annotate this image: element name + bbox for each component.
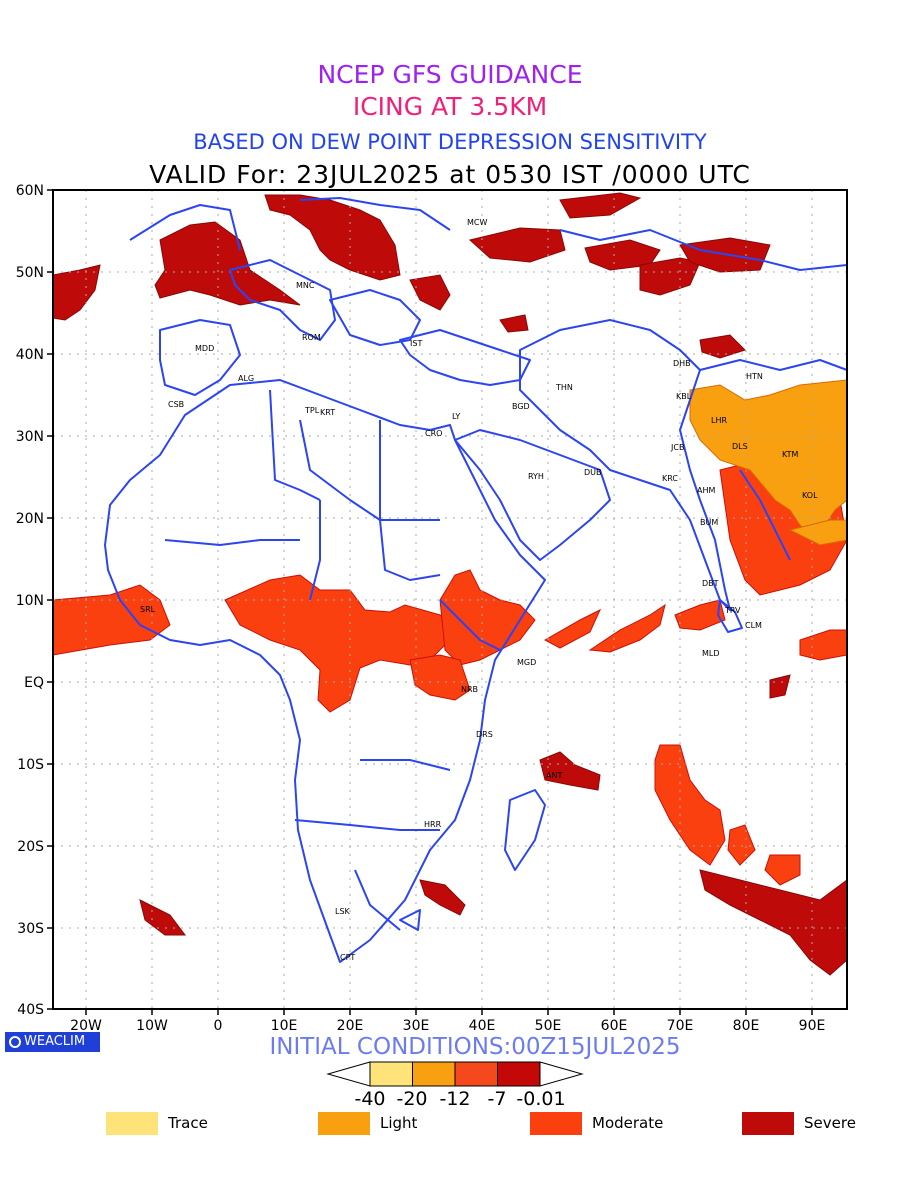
colorbar: -40 -20 -12 -7 -0.01 <box>326 1061 584 1110</box>
station-label: LY <box>452 412 460 421</box>
station-label: ROM <box>302 333 321 342</box>
station-label: CPT <box>340 953 355 962</box>
colorbar-tick-label: -40 <box>354 1088 385 1110</box>
lat-label-30n: 30N <box>16 429 44 445</box>
colorbar-tick-label: -12 <box>439 1088 470 1110</box>
station-label: MDD <box>195 344 214 353</box>
colorbar-tick-label: -7 <box>488 1088 507 1110</box>
station-label: KRC <box>662 474 678 483</box>
lat-label-30s: 30S <box>17 921 44 937</box>
station-label: KRT <box>320 408 335 417</box>
valid-time: VALID For: 23JUL2025 at 0530 IST /0000 U… <box>149 160 751 189</box>
title-line-3: BASED ON DEW POINT DEPRESSION SENSITIVIT… <box>193 130 707 154</box>
station-label: KTM <box>782 450 799 459</box>
legend-swatch <box>742 1112 794 1135</box>
station-label: MLD <box>702 649 720 658</box>
lon-label-30e: 30E <box>403 1018 430 1034</box>
logo-circle-icon <box>9 1036 21 1048</box>
legend-swatch <box>318 1112 370 1135</box>
colorbar-tick-label: -0.01 <box>516 1088 565 1110</box>
lat-label-40s: 40S <box>17 1002 44 1018</box>
lat-label-20s: 20S <box>17 839 44 855</box>
legend-label: Trace <box>168 1114 208 1132</box>
station-label: TRV <box>724 606 741 615</box>
legend-swatch <box>530 1112 582 1135</box>
station-label: HTN <box>746 372 763 381</box>
station-label: LHR <box>711 416 727 425</box>
colorbar-swatch-moderate <box>454 1061 498 1087</box>
weaclim-logo: WEACLIM <box>5 1032 100 1052</box>
icing-shading <box>53 192 847 976</box>
legend-label: Light <box>380 1114 418 1132</box>
station-label: HRR <box>424 820 442 829</box>
legend-label: Severe <box>804 1114 856 1132</box>
lat-label-10s: 10S <box>17 757 44 773</box>
station-label: ALG <box>238 374 254 383</box>
title-line-1: NCEP GFS GUIDANCE <box>317 60 583 89</box>
station-label: ANT <box>546 771 562 780</box>
lon-label-0: 0 <box>214 1018 223 1034</box>
colorbar-left-arrow <box>326 1061 371 1087</box>
station-label: LSK <box>335 907 351 916</box>
colorbar-tick-label: -20 <box>396 1088 427 1110</box>
lon-label-50e: 50E <box>535 1018 562 1034</box>
station-label: CLM <box>745 621 762 630</box>
lon-label-40e: 40E <box>469 1018 496 1034</box>
lon-axis: 20W 10W 0 10E 20E 30E 40E 50E 60E 70E 80… <box>70 1009 825 1034</box>
lat-label-eq: EQ <box>24 675 44 691</box>
legend-label: Moderate <box>592 1114 664 1132</box>
station-label: BUM <box>700 518 718 527</box>
station-label: CSB <box>168 400 184 409</box>
initial-conditions: INITIAL CONDITIONS:00Z15JUL2025 <box>269 1034 681 1060</box>
colorbar-swatch-trace <box>369 1061 413 1087</box>
colorbar-right-arrow <box>539 1061 584 1087</box>
lat-axis: 60N 50N 40N 30N 20N 10N EQ 10S 20S 30S 4… <box>16 183 53 1018</box>
station-label: JCB <box>670 443 684 452</box>
lat-label-20n: 20N <box>16 511 44 527</box>
lon-label-80e: 80E <box>733 1018 760 1034</box>
station-label: RYH <box>528 472 544 481</box>
station-labels: MCW MNC MDD ROM IST ALG CSB TPL KRT CRO … <box>140 218 818 962</box>
lat-label-60n: 60N <box>16 183 44 199</box>
station-label: MCW <box>467 218 487 227</box>
station-label: DBT <box>702 579 719 588</box>
legend-swatch <box>106 1112 158 1135</box>
station-label: IST <box>410 339 422 348</box>
lon-label-60e: 60E <box>601 1018 628 1034</box>
station-label: AHM <box>697 486 715 495</box>
station-label: KOL <box>802 491 818 500</box>
coastlines-borders <box>104 197 847 963</box>
lon-label-20e: 20E <box>337 1018 364 1034</box>
lat-lon-grid <box>53 190 847 1009</box>
colorbar-swatch-severe <box>497 1061 541 1087</box>
station-label: THN <box>555 383 573 392</box>
station-label: DUB <box>584 468 602 477</box>
station-label: CRO <box>425 429 442 438</box>
station-label: NRB <box>461 685 478 694</box>
station-label: DRS <box>476 730 493 739</box>
station-label: BGD <box>512 402 530 411</box>
logo-text: WEACLIM <box>24 1034 86 1049</box>
lon-label-20w: 20W <box>70 1018 102 1034</box>
station-label: KBL <box>676 392 692 401</box>
lat-label-40n: 40N <box>16 347 44 363</box>
station-label: SRL <box>140 605 156 614</box>
lon-label-70e: 70E <box>667 1018 694 1034</box>
lat-label-50n: 50N <box>16 265 44 281</box>
station-label: DLS <box>732 442 748 451</box>
lat-label-10n: 10N <box>16 593 44 609</box>
station-label: MGD <box>517 658 536 667</box>
station-label: DHB <box>673 359 691 368</box>
title-line-2: ICING AT 3.5KM <box>352 92 548 121</box>
station-label: TPL <box>304 406 320 415</box>
lon-label-10e: 10E <box>271 1018 298 1034</box>
lon-label-90e: 90E <box>799 1018 826 1034</box>
station-label: MNC <box>296 281 315 290</box>
colorbar-swatch-light <box>412 1061 456 1087</box>
lon-label-10w: 10W <box>136 1018 168 1034</box>
